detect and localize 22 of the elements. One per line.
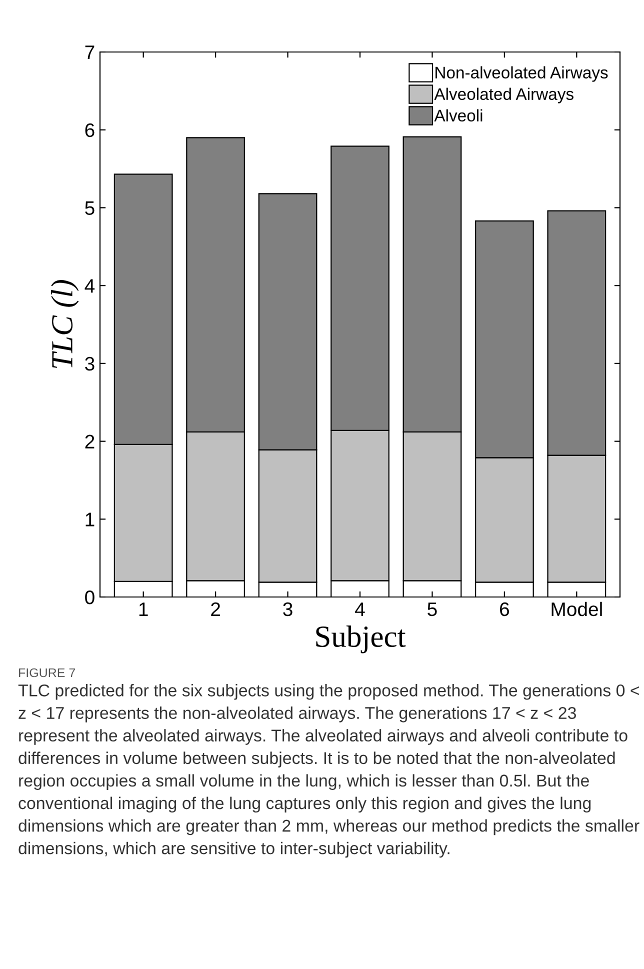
y-tick-label: 2 bbox=[85, 434, 94, 448]
y-tick-label: 4 bbox=[84, 279, 95, 293]
x-axis-title: Subject bbox=[316, 626, 406, 654]
y-tick-label: 6 bbox=[85, 123, 94, 138]
y-tick-label: 5 bbox=[85, 201, 94, 215]
x-tick-label: 5 bbox=[428, 602, 437, 616]
x-tick-label: Model bbox=[552, 602, 602, 616]
legend-label: Alveolated Airways bbox=[434, 88, 574, 104]
y-tick-label: 3 bbox=[85, 356, 94, 371]
legend-label: Alveoli bbox=[434, 109, 482, 122]
y-tick-label: 0 bbox=[85, 590, 94, 604]
x-tick-label: 6 bbox=[500, 602, 509, 616]
y-tick-label: 7 bbox=[85, 46, 94, 60]
x-tick-label: 2 bbox=[211, 602, 220, 616]
x-tick-label: 3 bbox=[283, 602, 292, 616]
y-tick-label: 1 bbox=[86, 512, 94, 526]
caption: FIGURE 7 bbox=[19, 668, 76, 678]
x-tick-label: 4 bbox=[355, 602, 365, 616]
legend-label: Non-alveolated Airways bbox=[436, 66, 608, 82]
x-tick-label: 1 bbox=[139, 602, 148, 616]
y-axis-title: TLC (l) bbox=[51, 280, 79, 368]
text: TLC predicted for the six subjects using the proposed method. The generations 0 < z < 17 represents the non-alveolated airways. The generations 17 < z < 23 represent the alveolated airways. The alveolated airways and alveoli contribute to differences in volume between subjects. It is to be noted that the non-alveolated region occupies a small volume in the lung, which is lesser than 0.5l. But the conventional imaging of the lung captures only this region and gives the lung dimensions which are greater than 2 mm, whereas our method predicts the smaller dimensions, which are sensitive to inter-subject variability. bbox=[18, 684, 640, 858]
